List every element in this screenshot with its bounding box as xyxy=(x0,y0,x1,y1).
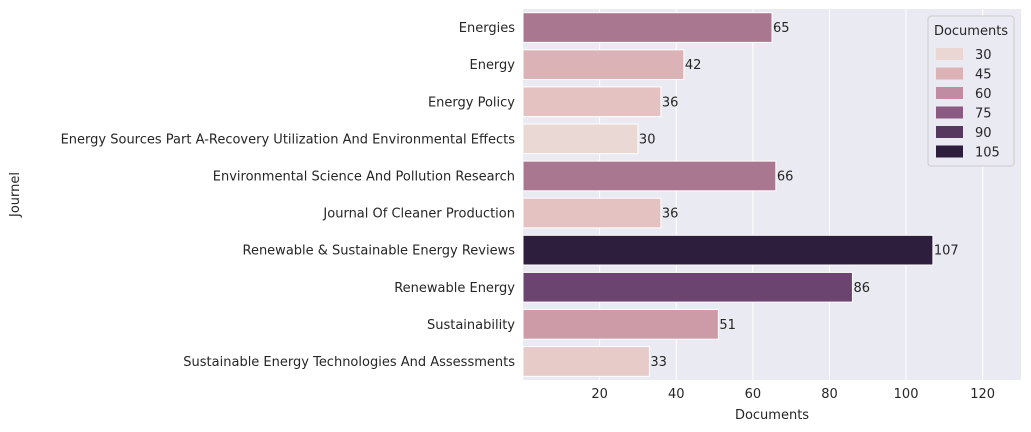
data-label: 30 xyxy=(639,132,656,147)
y-tick-label: Sustainability xyxy=(427,318,515,333)
legend-label: 75 xyxy=(975,107,992,122)
y-tick-labels: Energies Energy Energy Policy Energy Source… xyxy=(61,21,516,370)
legend-label: 45 xyxy=(975,68,992,83)
data-label: 36 xyxy=(662,207,679,222)
bar xyxy=(522,197,662,229)
y-tick-label: Energy Sources Part A-Recovery Utilizati… xyxy=(61,132,516,147)
bars xyxy=(522,12,934,377)
x-tick-label: 80 xyxy=(821,387,838,402)
data-label: 107 xyxy=(934,244,959,259)
bar xyxy=(522,49,685,80)
legend-swatch xyxy=(936,48,963,60)
y-tick-label: Renewable Energy xyxy=(394,281,515,296)
data-label: 33 xyxy=(650,355,667,370)
data-label: 86 xyxy=(853,281,870,296)
bar xyxy=(522,234,934,266)
legend-title: Documents xyxy=(934,24,1008,39)
y-tick-label: Journal Of Cleaner Production xyxy=(322,207,515,222)
data-label: 65 xyxy=(773,21,790,36)
x-tick-labels: 20 40 60 80 100 120 xyxy=(591,387,995,402)
legend-swatch xyxy=(936,106,963,119)
bar xyxy=(522,123,639,155)
x-tick-label: 60 xyxy=(745,387,762,402)
y-tick-label: Sustainable Energy Technologies And Asse… xyxy=(183,355,515,370)
x-axis-title: Documents xyxy=(735,408,809,423)
legend-swatch xyxy=(936,145,963,158)
bar xyxy=(522,160,777,192)
legend-label: 30 xyxy=(975,48,992,63)
x-tick-label: 120 xyxy=(970,387,995,402)
legend: Documents 30 45 60 75 90 105 xyxy=(927,15,1015,167)
legend-items: 30 45 60 75 90 105 xyxy=(936,48,1000,161)
y-tick-label: Environmental Science And Pollution Rese… xyxy=(213,169,515,184)
data-label: 42 xyxy=(685,58,702,73)
data-label: 51 xyxy=(719,318,736,333)
legend-label: 90 xyxy=(975,126,992,141)
y-tick-label: Energy Policy xyxy=(428,95,515,110)
bar xyxy=(522,271,853,303)
legend-swatch xyxy=(936,67,963,80)
y-tick-label: Energy xyxy=(469,58,515,73)
bar xyxy=(522,309,719,340)
y-tick-label: Energies xyxy=(459,21,515,36)
data-label: 36 xyxy=(662,95,679,110)
bar xyxy=(522,346,650,377)
y-axis-title: Journel xyxy=(8,172,23,218)
x-tick-label: 20 xyxy=(591,387,608,402)
data-labels: 65 42 36 30 66 36 107 86 51 33 xyxy=(639,21,959,370)
legend-label: 105 xyxy=(975,146,1000,161)
bar xyxy=(522,86,662,118)
x-tick-label: 100 xyxy=(894,387,919,402)
y-tick-label: Renewable & Sustainable Energy Reviews xyxy=(243,244,516,259)
legend-swatch xyxy=(936,87,963,99)
legend-label: 60 xyxy=(975,87,992,102)
legend-swatch xyxy=(936,126,963,138)
bar xyxy=(522,12,773,43)
x-tick-label: 40 xyxy=(668,387,685,402)
data-label: 66 xyxy=(777,169,794,184)
